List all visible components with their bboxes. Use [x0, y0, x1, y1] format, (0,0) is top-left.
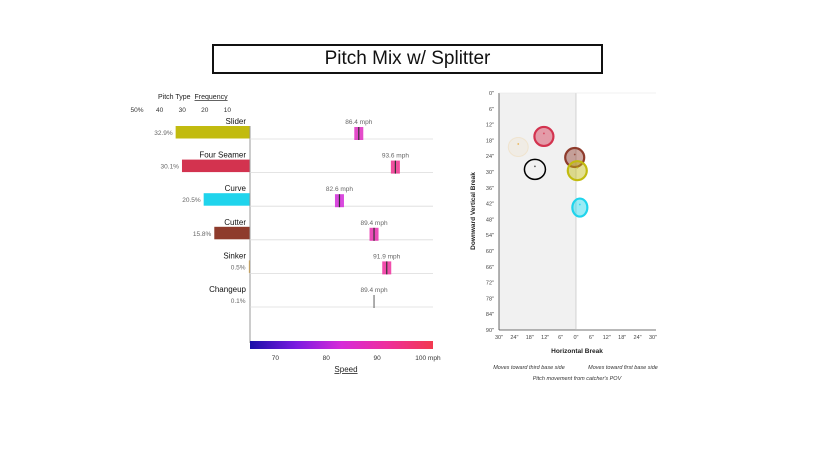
frequency-value-label: 15.8%	[193, 231, 212, 238]
third-base-side-region	[499, 93, 576, 330]
movement-y-tick: 84"	[486, 312, 494, 318]
movement-y-tick: 30"	[486, 170, 494, 176]
movement-y-tick: 66"	[486, 265, 494, 271]
frequency-title-emphasis: Frequency	[195, 94, 229, 101]
frequency-bar	[214, 226, 250, 240]
frequency-axis: 50% 40 30 20 10	[130, 107, 231, 114]
movement-y-tick: 18"	[486, 138, 494, 144]
speed-x-tick: 90	[373, 355, 381, 362]
movement-x-tick: 24"	[510, 335, 518, 341]
movement-x-tick: 6"	[589, 335, 594, 341]
speed-x-tick: 70	[272, 355, 280, 362]
movement-x-ticks: 30" 24" 18" 12" 6" 0" 6" 12" 18" 24" 30"	[495, 335, 657, 341]
movement-y-tick: 60"	[486, 249, 494, 255]
frequency-x-tick: 30	[179, 107, 187, 114]
speed-value-label: 86.4 mph	[345, 119, 372, 126]
movement-y-tick: 42"	[486, 202, 494, 208]
category-label: Cutter	[224, 218, 246, 227]
page-title-text: Pitch Mix w/ Splitter	[324, 48, 491, 69]
movement-y-label: Downward Vertical Break	[470, 172, 477, 250]
movement-point-center	[576, 166, 579, 169]
speed-value-label: 93.6 mph	[382, 153, 409, 160]
movement-point-center	[517, 143, 520, 145]
movement-point-curve	[571, 197, 589, 218]
first-base-side-note: Moves toward first base side	[588, 365, 658, 371]
movement-x-tick: 0"	[573, 335, 578, 341]
speed-x-tick: 100 mph	[415, 355, 441, 362]
movement-x-tick: 12"	[603, 335, 611, 341]
frequency-value-label: 0.1%	[231, 298, 246, 305]
movement-y-tick: 90"	[486, 328, 494, 334]
speed-axis-label: Speed	[334, 365, 357, 374]
movement-x-tick: 18"	[526, 335, 534, 341]
frequency-bar	[181, 159, 250, 173]
pov-note: Pitch movement from catcher's POV	[533, 376, 623, 382]
speed-value-label: 89.4 mph	[360, 287, 387, 294]
frequency-x-tick: 10	[224, 107, 232, 114]
movement-y-tick: 48"	[486, 217, 494, 223]
frequency-value-label: 30.1%	[161, 164, 180, 171]
movement-points	[507, 125, 589, 218]
third-base-side-note: Moves toward third base side	[493, 365, 565, 371]
speed-value-label: 91.9 mph	[373, 253, 400, 260]
category-label: Sinker	[223, 251, 246, 260]
frequency-title-prefix: Pitch Type	[158, 94, 191, 101]
movement-point-changeup	[523, 158, 547, 181]
frequency-x-tick: 20	[201, 107, 209, 114]
movement-x-tick: 6"	[558, 335, 563, 341]
movement-y-tick: 24"	[486, 154, 494, 160]
frequency-value-label: 0.5%	[231, 264, 246, 271]
frequency-value-label: 20.5%	[182, 197, 201, 204]
frequency-x-tick: 50%	[130, 107, 143, 114]
frequency-chart-title: Pitch Type Frequency	[158, 94, 228, 101]
movement-x-tick: 12"	[541, 335, 549, 341]
movement-point-cutter	[566, 160, 588, 182]
movement-x-tick: 24"	[634, 335, 642, 341]
category-label: Curve	[225, 184, 247, 193]
movement-x-tick: 18"	[618, 335, 626, 341]
movement-y-ticks: 0" 6" 12" 18" 24" 30" 36" 42" 48" 54" 60" 66" 72" 78"…	[486, 91, 494, 334]
speed-x-tick: 80	[323, 355, 331, 362]
speed-axis-ticks: 70 80 90 100 mph	[272, 355, 441, 362]
movement-x-tick: 30"	[649, 335, 657, 341]
movement-y-tick: 72"	[486, 281, 494, 287]
frequency-bar	[175, 126, 250, 139]
movement-y-tick: 54"	[486, 233, 494, 239]
frequency-value-label: 32.9%	[154, 130, 173, 137]
movement-point-center	[573, 153, 576, 156]
speed-markers: 86.4 mph 93.6 mph 82.6 mph 89.4 mph 91.9 mph…	[250, 119, 433, 308]
category-label: Four Seamer	[199, 151, 246, 160]
frequency-bar	[203, 193, 250, 206]
movement-y-tick: 6"	[489, 107, 494, 113]
movement-x-tick: 30"	[495, 335, 503, 341]
movement-point-center	[578, 203, 581, 206]
page-title: Pitch Mix w/ Splitter	[212, 44, 603, 74]
frequency-x-tick: 40	[156, 107, 164, 114]
movement-y-tick: 36"	[486, 186, 494, 192]
category-label: Slider	[226, 117, 247, 126]
movement-point-center	[534, 165, 536, 168]
speed-value-label: 89.4 mph	[360, 220, 387, 227]
frequency-bars: Slider 32.9% Four Seamer 30.1% Curve 20.5% Cut…	[154, 117, 251, 305]
category-label: Changeup	[209, 285, 246, 294]
movement-point-center	[543, 132, 545, 135]
movement-x-label: Horizontal Break	[551, 348, 603, 355]
movement-point-sinker	[507, 136, 529, 157]
movement-y-tick: 78"	[486, 296, 494, 302]
speed-colorbar	[250, 341, 433, 349]
speed-value-label: 82.6 mph	[326, 186, 353, 193]
movement-y-tick: 12"	[486, 123, 494, 129]
movement-y-tick: 0"	[489, 91, 494, 97]
movement-point-slider	[533, 125, 555, 148]
